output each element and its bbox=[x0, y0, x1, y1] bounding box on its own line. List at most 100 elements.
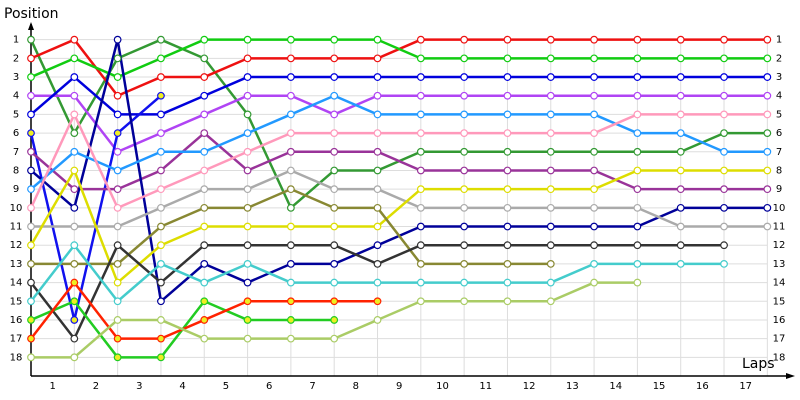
position-marker bbox=[27, 166, 35, 175]
position-marker bbox=[113, 316, 122, 324]
position-marker bbox=[416, 54, 425, 63]
position-marker bbox=[200, 73, 209, 81]
position-marker bbox=[460, 166, 469, 175]
position-marker bbox=[763, 73, 772, 81]
position-marker bbox=[633, 110, 642, 119]
position-marker bbox=[286, 334, 295, 343]
position-marker bbox=[113, 35, 122, 44]
position-marker bbox=[763, 91, 772, 100]
position-marker bbox=[330, 316, 339, 324]
position-marker bbox=[27, 222, 35, 231]
position-marker bbox=[70, 129, 79, 138]
position-marker bbox=[70, 35, 79, 44]
position-marker bbox=[330, 203, 339, 212]
y-tick-label-right: 16 bbox=[773, 315, 786, 326]
position-marker bbox=[27, 54, 35, 63]
position-marker bbox=[373, 147, 382, 156]
position-marker bbox=[720, 54, 728, 63]
position-marker bbox=[286, 297, 295, 306]
position-marker bbox=[676, 54, 685, 63]
series-line bbox=[30, 75, 768, 116]
position-marker bbox=[373, 110, 382, 119]
position-marker bbox=[460, 185, 469, 194]
position-marker bbox=[633, 203, 642, 212]
position-marker bbox=[243, 278, 252, 287]
position-marker bbox=[330, 334, 339, 343]
position-marker bbox=[286, 259, 295, 268]
series-line bbox=[29, 169, 768, 284]
position-marker bbox=[720, 35, 728, 44]
x-tick-label: 2 bbox=[93, 381, 99, 392]
position-marker bbox=[243, 259, 252, 268]
position-marker bbox=[113, 241, 122, 250]
position-marker bbox=[113, 297, 122, 306]
position-marker bbox=[590, 185, 598, 194]
position-marker bbox=[676, 129, 685, 138]
position-marker bbox=[243, 91, 252, 100]
position-marker bbox=[243, 147, 252, 156]
y-tick-label-right: 13 bbox=[773, 259, 786, 270]
position-marker bbox=[286, 91, 295, 100]
position-marker bbox=[286, 203, 295, 212]
position-marker bbox=[460, 147, 469, 156]
y-tick-label-right: 18 bbox=[773, 352, 786, 363]
position-marker bbox=[633, 259, 642, 268]
position-marker bbox=[590, 259, 598, 268]
position-marker bbox=[243, 316, 252, 324]
x-tick-label: 10 bbox=[436, 381, 449, 392]
position-marker bbox=[113, 203, 122, 212]
y-tick-label: 3 bbox=[13, 72, 19, 83]
position-marker bbox=[330, 129, 339, 138]
position-marker bbox=[70, 241, 79, 250]
position-marker bbox=[460, 203, 469, 212]
position-marker bbox=[676, 241, 685, 250]
position-marker bbox=[286, 278, 295, 287]
position-marker bbox=[416, 278, 425, 287]
position-marker bbox=[546, 166, 555, 175]
position-marker bbox=[27, 73, 35, 81]
position-marker bbox=[286, 222, 295, 231]
position-marker bbox=[157, 91, 165, 100]
y-tick-label: 1 bbox=[13, 35, 19, 46]
x-tick-label: 4 bbox=[179, 381, 185, 392]
position-marker bbox=[373, 278, 382, 287]
position-marker bbox=[676, 73, 685, 81]
position-marker bbox=[27, 203, 35, 212]
position-marker bbox=[113, 73, 122, 81]
position-marker bbox=[330, 259, 339, 268]
position-marker bbox=[546, 129, 555, 138]
position-marker bbox=[416, 91, 425, 100]
position-marker bbox=[243, 129, 252, 138]
position-marker bbox=[676, 91, 685, 100]
position-marker bbox=[546, 297, 555, 306]
position-marker bbox=[157, 35, 165, 44]
x-tick-label: 7 bbox=[309, 381, 315, 392]
series-line bbox=[30, 94, 768, 191]
position-marker bbox=[763, 147, 772, 156]
x-tick-label: 6 bbox=[266, 381, 272, 392]
position-marker bbox=[330, 241, 339, 250]
position-marker bbox=[460, 241, 469, 250]
position-marker bbox=[503, 203, 512, 212]
position-marker bbox=[70, 91, 79, 100]
position-marker bbox=[286, 166, 295, 175]
position-marker bbox=[590, 73, 598, 81]
position-marker bbox=[243, 185, 252, 194]
position-marker bbox=[590, 110, 598, 119]
y-tick-label-right: 7 bbox=[776, 147, 782, 158]
y-tick-label: 5 bbox=[13, 109, 19, 120]
position-marker bbox=[113, 166, 122, 175]
position-marker bbox=[503, 35, 512, 44]
position-marker bbox=[200, 316, 209, 324]
position-marker bbox=[720, 110, 728, 119]
position-marker bbox=[590, 91, 598, 100]
position-marker bbox=[763, 35, 772, 44]
position-marker bbox=[200, 203, 209, 212]
y-tick-label: 15 bbox=[10, 296, 23, 307]
y-tick-label-right: 10 bbox=[773, 203, 786, 214]
position-marker bbox=[200, 259, 209, 268]
position-marker bbox=[373, 91, 382, 100]
position-marker bbox=[416, 73, 425, 81]
position-marker bbox=[243, 73, 252, 81]
